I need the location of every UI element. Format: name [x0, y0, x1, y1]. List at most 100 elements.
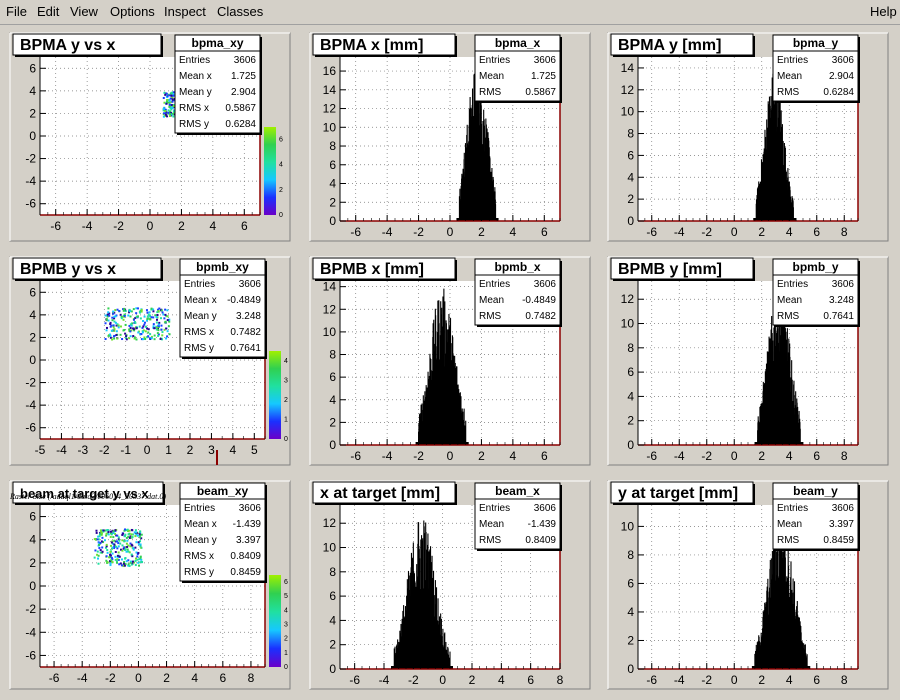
y-tick-label: 12: [323, 102, 337, 116]
heatmap-cell: [114, 309, 117, 312]
x-tick-label: 5: [251, 443, 258, 457]
palette-tick-label: 1: [284, 416, 288, 423]
heatmap-cell: [129, 335, 132, 338]
stats-value: 3606: [534, 55, 557, 66]
heatmap-cell: [167, 109, 170, 112]
heatmap-cell: [130, 324, 133, 327]
x-tick-label: 6: [813, 673, 820, 687]
heatmap-cell: [158, 321, 161, 324]
heatmap-cell: [166, 95, 169, 98]
heatmap-cell: [165, 111, 168, 114]
heatmap-cell: [149, 337, 152, 340]
heatmap-cell: [129, 561, 132, 564]
heatmap-cell: [93, 538, 96, 541]
heatmap-cell: [165, 314, 168, 317]
heatmap-cell: [108, 333, 111, 336]
y-tick-label: 6: [329, 589, 336, 603]
stats-key: Entries: [777, 279, 808, 290]
x-tick-label: 6: [541, 225, 548, 239]
heatmap-cell: [137, 307, 140, 310]
heatmap-cell: [105, 534, 108, 537]
heatmap-cell: [140, 546, 143, 549]
menu-view[interactable]: View: [70, 4, 98, 19]
heatmap-cell: [126, 530, 129, 533]
stats-value: 1.725: [231, 71, 256, 82]
x-tick-label: -2: [701, 449, 712, 463]
menu-help[interactable]: Help: [870, 4, 897, 19]
y-tick-label: 10: [323, 325, 337, 339]
stats-box: bpma_xy Entries 3606 Mean x 1.725 Mean y 2.904…: [174, 34, 262, 135]
heatmap-cell: [116, 547, 119, 550]
y-tick-label: 12: [323, 516, 337, 530]
heatmap-cell: [108, 312, 111, 315]
x-tick-label: -4: [379, 673, 390, 687]
menu-file[interactable]: File: [6, 4, 27, 19]
heatmap-cell: [123, 535, 126, 538]
heatmap-cell: [123, 307, 126, 310]
heatmap-cell: [111, 558, 114, 561]
x-tick-label: -4: [674, 449, 685, 463]
chart-title: beam at target y vs x: [20, 486, 149, 501]
heatmap-cell: [136, 558, 139, 561]
heatmap-cell: [165, 102, 168, 105]
heatmap-cell: [116, 308, 119, 311]
stats-value: -0.4849: [522, 295, 556, 306]
x-tick-label: -6: [50, 219, 61, 233]
x-tick-label: 6: [219, 671, 226, 685]
heatmap-cell: [112, 326, 115, 329]
heatmap-cell: [118, 563, 121, 566]
menu-edit[interactable]: Edit: [37, 4, 60, 19]
heatmap-cell: [122, 315, 125, 318]
heatmap-cell: [107, 529, 110, 532]
palette-tick-label: 4: [284, 358, 288, 365]
heatmap-cell: [139, 317, 142, 320]
heatmap-cell: [139, 561, 142, 564]
title-box-shadow: [613, 503, 755, 505]
heatmap-cell: [147, 331, 150, 334]
heatmap-cell: [100, 531, 103, 534]
heatmap-cell: [171, 112, 174, 115]
heatmap-cell: [129, 535, 132, 538]
heatmap-cell: [139, 556, 142, 559]
palette-tick-label: 2: [284, 397, 288, 404]
menu-classes[interactable]: Classes: [217, 4, 264, 19]
heatmap-cell: [94, 538, 97, 541]
heatmap-cell: [152, 325, 155, 328]
heatmap-cell: [156, 313, 159, 316]
palette-tick-label: 4: [279, 162, 283, 169]
heatmap-cell: [129, 542, 132, 545]
heatmap-cell: [164, 320, 167, 323]
y-tick-label: 0: [29, 579, 36, 593]
stats-value: 0.7641: [823, 311, 854, 322]
chart-title: BPMA x [mm]: [320, 37, 423, 54]
stats-name: bpma_xy: [191, 36, 243, 50]
menu-options[interactable]: Options: [110, 4, 155, 19]
heatmap-cell: [101, 546, 104, 549]
heatmap-cell: [117, 558, 120, 561]
heatmap-cell: [98, 535, 101, 538]
heatmap-cell: [133, 318, 136, 321]
stats-value: -0.4849: [227, 295, 261, 306]
heatmap-cell: [114, 558, 117, 561]
stats-key: Mean: [479, 71, 504, 82]
heatmap-cell: [123, 564, 126, 567]
menu-inspect[interactable]: Inspect: [164, 4, 206, 19]
heatmap-cell: [109, 550, 112, 553]
heatmap-cell: [169, 97, 172, 100]
root-canvas[interactable]: 0 2 4 6 -6 -4 -2 0 2 4 6 -6 -4 -2 0 2 4 6 BPMA y vs x bpma_…: [0, 25, 900, 700]
heatmap-cell: [140, 333, 143, 336]
stats-box: beam_xy Entries 3606 Mean x -1.439 Mean y 3.39…: [179, 482, 267, 583]
heatmap-cell: [113, 547, 116, 550]
heatmap-cell: [136, 315, 139, 318]
heatmap-cell: [130, 329, 133, 332]
x-tick-label: -2: [113, 219, 124, 233]
heatmap-cell: [112, 310, 115, 313]
x-tick-label: 2: [758, 673, 765, 687]
heatmap-cell: [127, 550, 130, 553]
heatmap-cell: [99, 551, 102, 554]
heatmap-cell: [116, 534, 119, 537]
heatmap-cell: [142, 320, 145, 323]
stats-value: 3606: [234, 55, 257, 66]
heatmap-cell: [128, 311, 131, 314]
heatmap-cell: [172, 115, 175, 118]
